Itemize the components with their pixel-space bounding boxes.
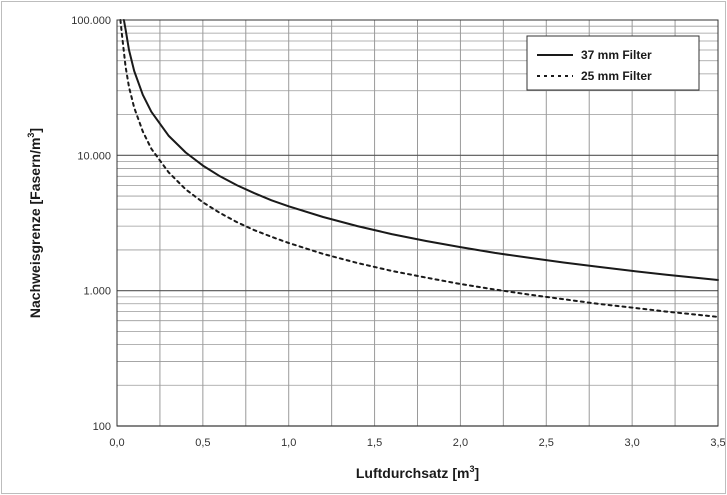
y-tick-labels: 100 1.000 10.000 100.000 (71, 15, 111, 433)
y-tick-label: 10.000 (77, 150, 111, 162)
legend-label-25mm: 25 mm Filter (581, 69, 652, 83)
x-tick-label: 3,5 (710, 437, 725, 449)
legend-label-37mm: 37 mm Filter (581, 48, 652, 62)
y-axis-title: Nachweisgrenze [Fasern/m3] (26, 128, 43, 318)
series-line-25mm (119, 19, 719, 318)
x-tick-label: 1,5 (367, 437, 382, 449)
series-layer (119, 19, 719, 318)
x-tick-label: 1,0 (281, 437, 296, 449)
x-tick-label: 0,0 (109, 437, 124, 449)
plot-area-border (116, 19, 719, 427)
series-line-37mm (122, 19, 719, 281)
legend-box (526, 35, 700, 91)
x-tick-label: 3,0 (624, 437, 639, 449)
y-tick-label: 100 (93, 421, 111, 433)
x-axis-title: Luftdurchsatz [m3] (356, 464, 479, 481)
x-tick-label: 2,5 (539, 437, 554, 449)
legend: 37 mm Filter 25 mm Filter (526, 35, 700, 91)
y-tick-label: 1.000 (83, 286, 111, 298)
x-tick-label: 2,0 (453, 437, 468, 449)
x-tick-label: 0,5 (195, 437, 210, 449)
y-tick-label: 100.000 (71, 15, 111, 27)
x-tick-labels: 0,0 0,5 1,0 1,5 2,0 2,5 3,0 3,5 (109, 437, 725, 449)
